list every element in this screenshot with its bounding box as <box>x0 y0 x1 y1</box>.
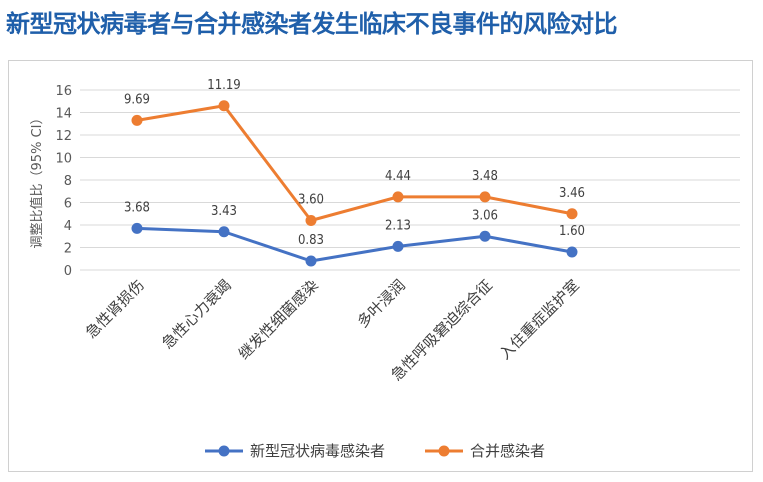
data-point <box>479 230 491 242</box>
data-label: 0.83 <box>298 233 324 248</box>
y-tick-label: 16 <box>55 84 72 99</box>
y-tick-label: 8 <box>64 174 72 189</box>
series-line <box>135 226 574 263</box>
data-label: 1.60 <box>559 224 585 239</box>
y-axis-label: 调整比值比（95% CI） <box>29 112 45 249</box>
data-point <box>305 255 317 267</box>
x-tick-label: 急性肾损伤 <box>82 276 148 342</box>
data-label: 3.46 <box>559 186 585 201</box>
chart-frame <box>8 60 753 472</box>
data-label: 9.69 <box>124 92 150 107</box>
data-label: 11.19 <box>207 78 240 93</box>
data-point <box>479 191 491 203</box>
legend-entry: 合并感染者 <box>470 442 545 460</box>
data-point <box>566 208 578 220</box>
data-point <box>566 246 578 258</box>
x-tick-label: 急性心力衰竭 <box>158 276 234 352</box>
data-label: 3.60 <box>298 193 324 208</box>
legend-marker <box>438 445 450 457</box>
data-point <box>392 191 404 203</box>
y-tick-label: 12 <box>55 129 72 144</box>
data-label: 3.68 <box>124 200 150 215</box>
y-tick-label: 4 <box>64 219 72 234</box>
data-point <box>218 226 230 238</box>
y-tick-label: 6 <box>64 197 72 212</box>
data-label: 3.06 <box>472 208 498 223</box>
y-tick-label: 2 <box>64 242 72 257</box>
legend-entry: 新型冠状病毒感染者 <box>250 442 385 460</box>
data-label: 3.48 <box>472 169 498 184</box>
series-line <box>135 104 574 222</box>
legend-marker <box>218 445 230 457</box>
x-tick-label: 多叶浸润 <box>354 276 409 331</box>
page-title: 新型冠状病毒者与合并感染者发生临床不良事件的风险对比 <box>6 10 618 38</box>
data-label: 3.43 <box>211 204 237 219</box>
y-tick-label: 0 <box>64 264 72 279</box>
data-point <box>305 215 317 226</box>
data-point <box>218 100 230 112</box>
data-label: 4.44 <box>385 169 411 184</box>
x-tick-label: 继发性细菌感染 <box>235 276 322 363</box>
data-point <box>392 240 404 252</box>
data-point <box>131 114 143 126</box>
y-tick-label: 14 <box>55 107 72 122</box>
x-tick-label: 入住重症监护室 <box>496 276 583 363</box>
data-label: 2.13 <box>385 218 411 233</box>
y-tick-label: 10 <box>55 152 72 167</box>
data-point <box>131 222 143 234</box>
